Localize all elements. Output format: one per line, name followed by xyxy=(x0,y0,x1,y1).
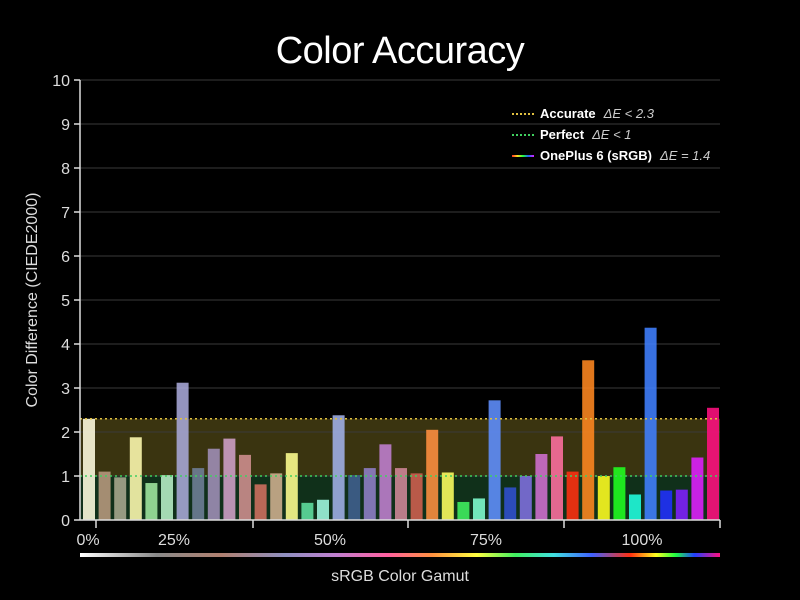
bar xyxy=(473,498,485,520)
bar xyxy=(582,360,595,520)
x-tick-label: 100% xyxy=(622,532,663,549)
y-tick-label: 8 xyxy=(61,161,70,178)
gamut-gradient-bar xyxy=(80,553,720,557)
bar xyxy=(457,501,470,520)
bar xyxy=(395,468,407,520)
x-axis-label: sRGB Color Gamut xyxy=(331,568,469,585)
bar xyxy=(129,437,142,520)
bar xyxy=(223,438,236,520)
bar xyxy=(675,489,688,520)
legend-swatch-accurate xyxy=(512,112,534,115)
y-tick-label: 6 xyxy=(61,249,70,266)
bar xyxy=(254,484,267,520)
bar xyxy=(161,475,173,520)
bar xyxy=(426,429,439,520)
legend-item-accurate: Accurate ΔE < 2.3 xyxy=(512,103,710,124)
y-tick-label: 10 xyxy=(52,73,70,90)
legend-value-accurate: ΔE < 2.3 xyxy=(603,106,654,121)
y-tick-label: 1 xyxy=(61,469,70,486)
bar xyxy=(597,476,610,520)
y-tick-label: 0 xyxy=(61,513,70,530)
bar xyxy=(535,454,548,520)
reference-lines xyxy=(80,418,720,477)
bar xyxy=(145,483,158,520)
bar xyxy=(114,477,127,520)
y-tick-label: 5 xyxy=(61,293,70,310)
bar xyxy=(691,457,704,520)
bar xyxy=(566,471,579,520)
legend-item-series: OnePlus 6 (sRGB) ΔE = 1.4 xyxy=(512,145,710,166)
bar xyxy=(83,418,95,520)
bar xyxy=(239,454,251,520)
bar xyxy=(519,476,532,520)
x-tick-label: 50% xyxy=(314,532,346,549)
legend-label-perfect: Perfect xyxy=(540,127,585,142)
y-tick-label: 7 xyxy=(61,205,70,222)
y-tick-label: 9 xyxy=(61,117,70,134)
bar xyxy=(410,473,423,520)
bar xyxy=(660,490,673,520)
bar xyxy=(98,471,111,520)
legend-value-series: ΔE = 1.4 xyxy=(659,148,711,163)
bar xyxy=(207,448,220,520)
bar xyxy=(707,407,719,520)
bar xyxy=(176,382,189,520)
y-tick-label: 3 xyxy=(61,381,70,398)
legend-item-perfect: Perfect ΔE < 1 xyxy=(512,124,710,145)
bar xyxy=(317,499,329,520)
x-tick-label: 0% xyxy=(76,532,99,549)
y-tick-label: 4 xyxy=(61,337,70,354)
bar xyxy=(363,468,376,520)
legend: Accurate ΔE < 2.3 Perfect ΔE < 1 OnePlus… xyxy=(512,103,710,166)
bar xyxy=(613,467,626,520)
legend-label-accurate: Accurate xyxy=(540,106,596,121)
bar xyxy=(644,327,657,520)
bar xyxy=(285,453,298,520)
legend-swatch-series xyxy=(512,154,534,157)
bar xyxy=(379,444,392,520)
bar xyxy=(551,436,563,520)
bar xyxy=(270,473,283,520)
bar xyxy=(348,475,361,520)
legend-value-perfect: ΔE < 1 xyxy=(592,127,632,142)
bar xyxy=(441,472,454,520)
y-tick-label: 2 xyxy=(61,425,70,442)
bar xyxy=(629,494,641,520)
legend-swatch-perfect xyxy=(512,133,534,136)
bar xyxy=(301,502,314,520)
bars-group xyxy=(83,327,719,520)
chart-title: Color Accuracy xyxy=(275,30,525,72)
bar xyxy=(488,400,501,520)
bar xyxy=(504,487,517,520)
bar xyxy=(192,468,205,520)
x-tick-label: 75% xyxy=(470,532,502,549)
x-tick-label: 25% xyxy=(158,532,190,549)
bar xyxy=(332,415,345,520)
legend-label-series: OnePlus 6 (sRGB) xyxy=(540,148,652,163)
